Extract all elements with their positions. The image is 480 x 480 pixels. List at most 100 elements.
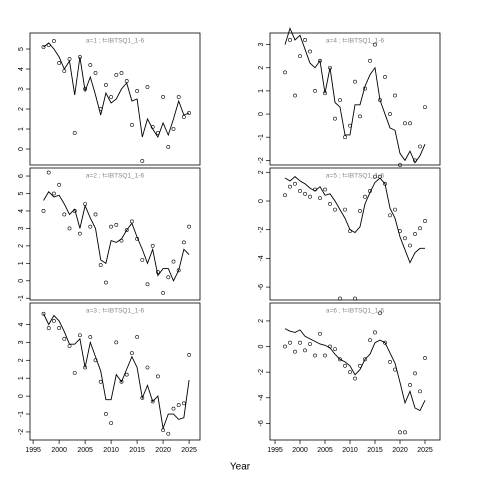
observation — [41, 209, 46, 213]
observation — [368, 189, 372, 193]
observation — [83, 202, 88, 206]
observation — [166, 145, 171, 149]
observation — [72, 370, 77, 375]
y-tick-label: 0 — [18, 394, 25, 398]
observation — [358, 114, 362, 119]
observation — [358, 209, 362, 213]
model-line — [284, 176, 425, 264]
observation — [62, 69, 67, 73]
observation — [72, 131, 77, 135]
observation — [187, 224, 191, 229]
y-tick-label: -6 — [258, 284, 265, 290]
y-tick-label: 0 — [18, 147, 25, 151]
observation — [303, 191, 307, 196]
y-tick-label: -1 — [18, 411, 25, 417]
observation — [129, 351, 134, 356]
observation — [403, 236, 407, 241]
observation — [303, 348, 307, 353]
observation — [104, 280, 108, 285]
observation — [67, 226, 72, 231]
panel-title: a=4 ; f=IBTSQ1_1-6 — [326, 38, 385, 45]
y-tick-label: 4 — [18, 209, 25, 213]
observation — [150, 243, 155, 248]
observation — [88, 63, 93, 67]
observation — [353, 79, 357, 84]
plot-frame — [269, 167, 441, 301]
x-axis-label: Year — [230, 462, 251, 473]
panel-title: a=3 ; f=IBTSQ1_1-6 — [86, 308, 145, 315]
observation — [423, 356, 427, 360]
panel-title: a=2 ; f=IBTSQ1_1-6 — [86, 173, 145, 180]
observation — [323, 353, 327, 358]
observation — [338, 296, 342, 301]
observation — [124, 372, 129, 377]
observation — [67, 57, 72, 61]
observation — [398, 229, 402, 234]
observation — [145, 85, 150, 89]
observation — [418, 389, 422, 394]
observation — [171, 406, 176, 411]
y-tick-label: 2 — [18, 244, 25, 248]
observation — [373, 330, 377, 335]
observation — [333, 207, 337, 212]
observation — [343, 135, 347, 140]
observation — [67, 344, 72, 348]
y-tick-label: -1 — [258, 134, 265, 140]
y-tick-label: -1 — [18, 295, 25, 301]
model-line — [43, 191, 190, 282]
observation — [187, 353, 191, 357]
y-tick-label: 0 — [258, 344, 265, 348]
observation — [161, 291, 165, 295]
x-tick-label: 2025 — [417, 447, 433, 454]
y-tick-label: 2 — [18, 358, 25, 362]
observation — [145, 365, 150, 370]
y-tick-label: 2 — [18, 107, 25, 111]
observation — [348, 123, 352, 128]
observation — [119, 238, 124, 243]
y-tick-label: 5 — [18, 191, 25, 195]
x-tick-label: 1995 — [25, 447, 41, 454]
observation — [129, 123, 134, 127]
observation — [150, 125, 155, 129]
x-tick-label: 2000 — [292, 447, 308, 454]
panel-title: a=1 ; f=IBTSQ1_1-6 — [86, 38, 145, 45]
observation — [124, 228, 129, 233]
observation — [78, 55, 82, 59]
observation — [283, 193, 287, 198]
observation — [288, 184, 292, 189]
observation — [135, 335, 139, 339]
observation — [93, 212, 98, 217]
y-tick-label: -2 — [258, 157, 265, 163]
observation — [393, 93, 397, 98]
y-tick-label: 0 — [258, 112, 265, 116]
observation — [293, 181, 297, 186]
observation — [155, 374, 160, 379]
observation — [293, 349, 297, 354]
y-tick-label: 2 — [258, 66, 265, 70]
observation — [368, 58, 372, 63]
x-tick-label: 2015 — [367, 447, 383, 454]
observation — [318, 196, 322, 201]
observation — [140, 159, 145, 163]
observation — [373, 42, 377, 47]
observation — [408, 121, 412, 126]
y-tick-label: 3 — [258, 43, 265, 47]
observation — [383, 181, 387, 186]
observation — [293, 93, 297, 98]
observation — [119, 71, 124, 75]
y-tick-label: -4 — [258, 395, 265, 401]
observation — [413, 158, 417, 163]
observation — [114, 73, 119, 77]
observation — [119, 379, 124, 384]
observation — [78, 231, 82, 236]
observation — [78, 333, 82, 338]
observation — [338, 357, 342, 362]
observation — [308, 49, 312, 54]
observation — [318, 58, 322, 63]
observation — [408, 243, 412, 248]
observation — [303, 38, 307, 42]
observation — [98, 263, 103, 267]
observation — [181, 240, 186, 245]
observation — [378, 98, 382, 103]
observation — [171, 127, 176, 131]
